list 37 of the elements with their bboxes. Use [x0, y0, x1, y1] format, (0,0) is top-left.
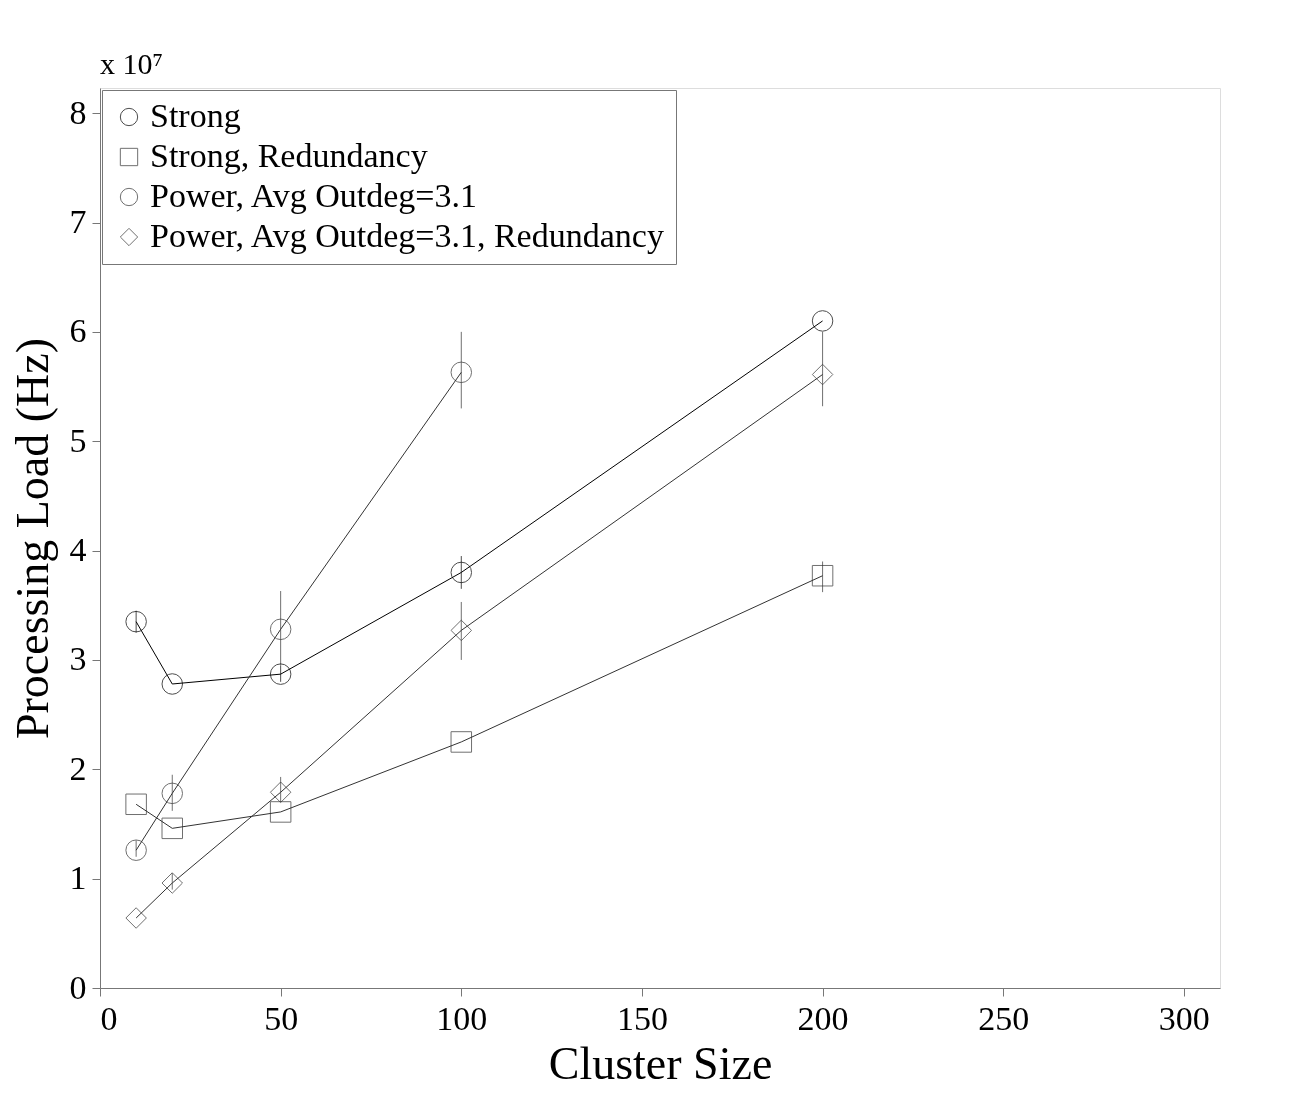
x-tick-label: 200 — [797, 999, 849, 1037]
point — [125, 839, 147, 861]
x-tick-label: 300 — [1158, 999, 1210, 1037]
point — [125, 793, 147, 816]
y-tick-label: 5 — [69, 421, 87, 459]
point — [269, 801, 292, 823]
x-tick-label: 50 — [264, 999, 299, 1037]
point — [269, 663, 292, 685]
text: x 10⁷ — [100, 47, 163, 80]
point — [161, 817, 184, 840]
legend-label: Power, Avg Outdeg=3.1, Redundancy — [150, 217, 664, 254]
point — [125, 610, 147, 633]
point — [161, 673, 184, 695]
y-tick-label: 2 — [69, 749, 87, 787]
y-tick-label: 8 — [69, 93, 87, 131]
y-tick-label: 3 — [69, 640, 87, 678]
legend-label: Power, Avg Outdeg=3.1 — [150, 177, 477, 214]
y-tick-label: 7 — [69, 203, 87, 241]
x-tick-label: 100 — [436, 999, 488, 1037]
y-axis-title: Processing Load (Hz) — [6, 337, 58, 740]
y-tick-label: 4 — [69, 531, 87, 569]
x-axis-title: Cluster Size — [548, 1037, 773, 1089]
point — [161, 782, 184, 805]
point — [450, 361, 473, 384]
point — [450, 731, 473, 753]
x-tick-label: 150 — [616, 999, 668, 1037]
y-tick-label: 1 — [69, 859, 87, 897]
legend-label: Strong, Redundancy — [150, 137, 428, 174]
x-tick-label: 250 — [978, 999, 1030, 1037]
y-tick-label: 6 — [69, 312, 87, 350]
point — [811, 310, 834, 332]
point — [450, 561, 473, 584]
point — [269, 618, 292, 641]
legend-label: Strong — [150, 97, 241, 134]
point — [811, 564, 834, 587]
x-tick-label: 0 — [100, 999, 118, 1037]
y-tick-label: 0 — [69, 968, 87, 1006]
